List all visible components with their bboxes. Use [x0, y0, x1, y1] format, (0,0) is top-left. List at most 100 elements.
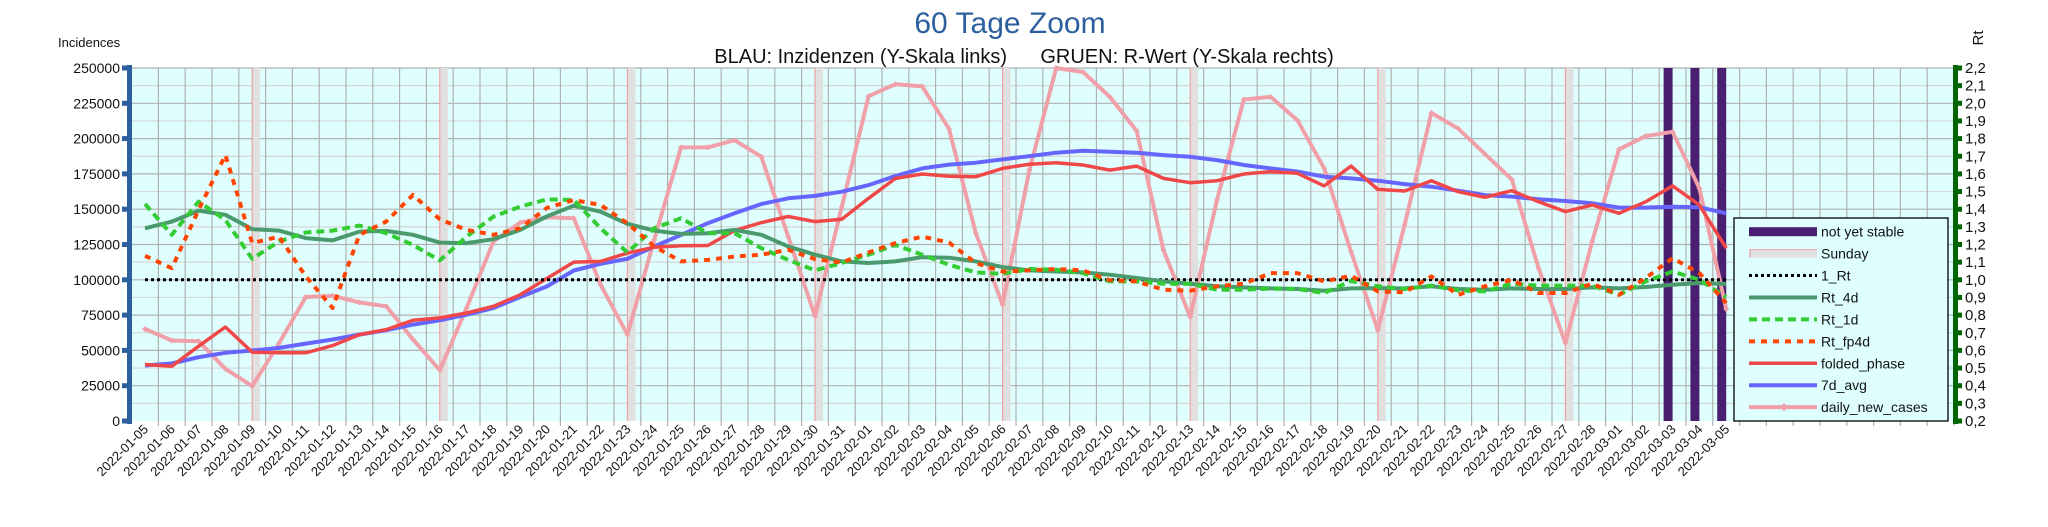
- daily-new-cases-point: [597, 281, 604, 288]
- left-tick: [122, 65, 128, 71]
- right-tick-label: 1,6: [1965, 166, 1986, 183]
- legend-item-sunday: Sunday: [1749, 246, 1868, 262]
- series-line-rt-4d: [144, 203, 1727, 293]
- right-tick-label: 2,0: [1965, 95, 1986, 112]
- daily-new-cases-point: [168, 337, 175, 344]
- left-tick-label: 25000: [81, 378, 120, 394]
- daily-new-cases-point: [1669, 128, 1676, 135]
- daily-new-cases-point: [1133, 127, 1140, 134]
- right-tick: [1957, 347, 1962, 353]
- right-tick: [1957, 259, 1962, 265]
- right-tick-label: 2,1: [1965, 78, 1986, 95]
- sunday-bar: [815, 68, 823, 421]
- right-axis-label: Rt: [1970, 30, 1987, 46]
- daily-new-cases-point: [383, 303, 390, 310]
- daily-new-cases-point: [946, 125, 952, 132]
- right-tick-label: 1,3: [1965, 219, 1986, 236]
- right-tick: [1957, 65, 1962, 71]
- daily-new-cases-point: [222, 365, 229, 372]
- sunday-bar: [1565, 68, 1574, 421]
- daily-new-cases-point: [517, 219, 524, 226]
- right-tick-label: 1,7: [1965, 148, 1986, 165]
- daily-new-cases-point: [1214, 196, 1220, 203]
- daily-new-cases-point: [1482, 151, 1488, 158]
- chart-title: 60 Tage Zoom: [914, 7, 1105, 40]
- right-tick-label: 1,4: [1965, 201, 1986, 218]
- not-yet-stable-bar: [1690, 68, 1700, 421]
- right-tick: [1957, 153, 1962, 159]
- daily-new-cases-point: [1053, 65, 1060, 71]
- daily-new-cases-point: [1696, 185, 1703, 192]
- daily-new-cases-point: [1348, 248, 1354, 255]
- daily-new-cases-point: [1267, 93, 1274, 100]
- right-tick-label: 1,1: [1965, 254, 1986, 271]
- daily-new-cases-point: [1401, 221, 1408, 228]
- right-tick-label: 1,5: [1965, 184, 1986, 201]
- right-axis: [1953, 65, 1958, 424]
- left-axis-label: Incidences: [58, 35, 121, 50]
- daily-new-cases-point: [972, 230, 979, 237]
- daily-new-cases-point: [142, 325, 148, 332]
- daily-new-cases-point: [1106, 93, 1113, 100]
- legend-item-rt-4d: Rt_4d: [1749, 289, 1858, 305]
- daily-new-cases-point: [865, 93, 872, 100]
- left-tick-label: 225000: [73, 95, 120, 111]
- legend-swatch: [1749, 249, 1817, 258]
- right-tick: [1957, 400, 1962, 406]
- not-yet-stable-bar: [1663, 68, 1673, 421]
- right-tick-label: 0,9: [1965, 289, 1986, 306]
- right-tick: [1957, 383, 1962, 389]
- right-tick: [1957, 312, 1962, 318]
- daily-new-cases-point: [436, 367, 443, 374]
- right-tick-label: 1,2: [1965, 237, 1986, 254]
- right-tick-label: 0,4: [1965, 378, 1986, 395]
- daily-new-cases-point: [892, 81, 899, 88]
- right-tick: [1957, 171, 1962, 177]
- right-tick: [1957, 189, 1962, 195]
- left-tick: [122, 312, 128, 318]
- sunday-bar: [627, 68, 636, 421]
- series-line-daily-new-cases: [144, 66, 1729, 389]
- left-tick: [122, 100, 128, 106]
- legend-label: Rt_4d: [1821, 289, 1858, 305]
- right-tick-label: 0,6: [1965, 342, 1986, 359]
- left-tick: [122, 347, 128, 353]
- daily-new-cases-point: [1616, 146, 1622, 153]
- left-tick: [122, 206, 128, 212]
- daily-new-cases-point: [1294, 117, 1301, 124]
- daily-new-cases-point: [463, 305, 470, 312]
- right-tick: [1957, 206, 1962, 212]
- left-tick: [122, 418, 128, 424]
- right-tick-label: 0,7: [1965, 325, 1986, 342]
- legend-marker: [1780, 403, 1788, 412]
- right-tick-label: 1,8: [1965, 131, 1986, 148]
- series-line-rt-1d: [143, 197, 1728, 299]
- left-tick-label: 175000: [73, 166, 120, 182]
- left-tick-label: 50000: [81, 342, 120, 358]
- left-tick-label: 150000: [73, 201, 120, 217]
- right-tick: [1957, 330, 1962, 336]
- daily-new-cases-point: [1240, 96, 1247, 103]
- daily-new-cases-point: [329, 292, 336, 299]
- left-tick-label: 200000: [73, 131, 120, 147]
- legend-item-7d-avg: 7d_avg: [1749, 377, 1867, 393]
- chart-subtitle: BLAU: Inzidenzen (Y-Skala links) GRUEN: …: [714, 46, 1333, 68]
- daily-new-cases-point: [651, 236, 658, 243]
- left-tick: [122, 136, 128, 142]
- legend-label: not yet stable: [1821, 224, 1904, 240]
- legend-label: Rt_1d: [1821, 311, 1858, 327]
- daily-new-cases-point: [1508, 176, 1515, 183]
- right-tick-label: 2,2: [1965, 60, 1986, 77]
- daily-new-cases-point: [919, 83, 926, 90]
- daily-new-cases-point: [1428, 109, 1435, 116]
- legend-swatch: [1749, 227, 1817, 237]
- legend-item-1-rt: 1_Rt: [1749, 268, 1851, 284]
- series-line-rt-fp4d: [144, 153, 1728, 310]
- daily-new-cases-point: [838, 203, 845, 210]
- daily-new-cases-point: [302, 294, 309, 301]
- right-tick: [1957, 365, 1962, 371]
- right-tick-label: 1,9: [1965, 113, 1986, 130]
- sunday-bar: [252, 68, 261, 421]
- legend-label: Rt_fp4d: [1821, 333, 1870, 349]
